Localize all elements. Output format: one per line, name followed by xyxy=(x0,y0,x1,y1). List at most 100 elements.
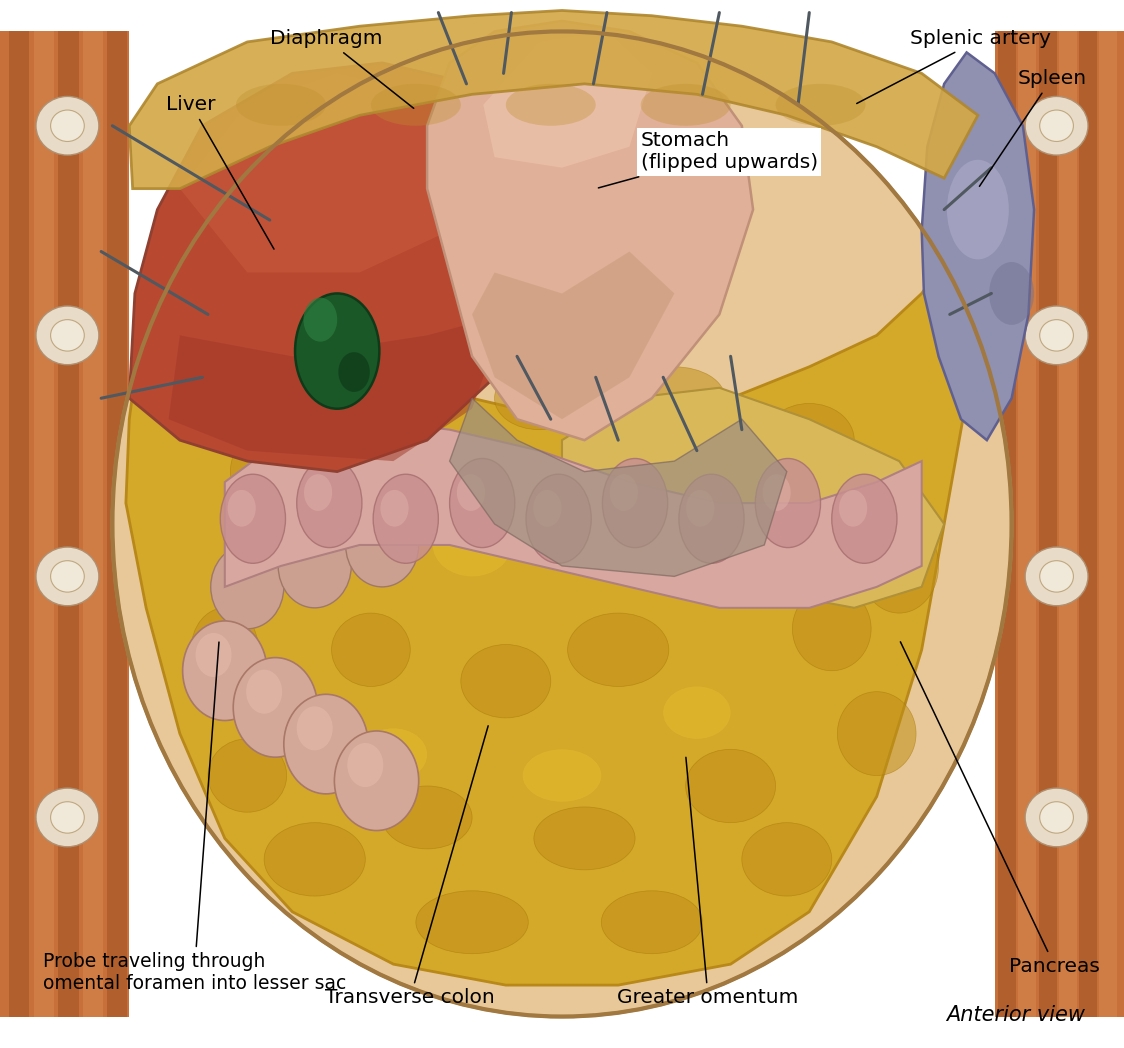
Ellipse shape xyxy=(679,474,744,564)
Ellipse shape xyxy=(523,749,601,802)
Ellipse shape xyxy=(297,459,362,547)
Ellipse shape xyxy=(832,474,897,564)
Polygon shape xyxy=(129,63,540,472)
Circle shape xyxy=(51,561,84,592)
Ellipse shape xyxy=(663,686,731,739)
Ellipse shape xyxy=(601,891,702,954)
Ellipse shape xyxy=(602,459,668,547)
Ellipse shape xyxy=(416,891,528,954)
Ellipse shape xyxy=(208,739,287,812)
Ellipse shape xyxy=(236,84,326,126)
Text: Greater omentum: Greater omentum xyxy=(617,758,799,1007)
Ellipse shape xyxy=(246,670,282,714)
Circle shape xyxy=(36,96,99,155)
Ellipse shape xyxy=(641,84,731,126)
Bar xyxy=(0,31,129,1017)
Bar xyxy=(34,31,54,1017)
Ellipse shape xyxy=(792,587,871,671)
Bar xyxy=(1079,31,1097,1017)
Ellipse shape xyxy=(220,474,285,564)
Ellipse shape xyxy=(264,823,365,896)
Ellipse shape xyxy=(837,692,916,776)
Polygon shape xyxy=(180,73,483,272)
Ellipse shape xyxy=(946,159,1009,259)
Ellipse shape xyxy=(303,298,337,342)
Bar xyxy=(58,31,79,1017)
Text: Probe traveling through
omental foramen into lesser sac: Probe traveling through omental foramen … xyxy=(43,642,346,994)
Ellipse shape xyxy=(686,749,776,823)
Ellipse shape xyxy=(495,367,584,430)
Ellipse shape xyxy=(860,519,939,613)
Ellipse shape xyxy=(764,403,854,477)
Text: Anterior view: Anterior view xyxy=(945,1005,1085,1025)
Text: Diaphragm: Diaphragm xyxy=(270,29,414,108)
Ellipse shape xyxy=(686,489,714,526)
Ellipse shape xyxy=(380,489,409,526)
Ellipse shape xyxy=(211,545,283,629)
Text: Stomach
(flipped upwards): Stomach (flipped upwards) xyxy=(598,131,818,188)
Ellipse shape xyxy=(279,524,351,608)
Text: Splenic artery: Splenic artery xyxy=(856,29,1051,104)
Ellipse shape xyxy=(365,367,444,430)
Circle shape xyxy=(1040,561,1073,592)
Text: Liver: Liver xyxy=(166,95,274,249)
Ellipse shape xyxy=(294,293,379,409)
Bar xyxy=(9,31,29,1017)
Ellipse shape xyxy=(112,31,1012,1017)
Circle shape xyxy=(36,306,99,365)
Polygon shape xyxy=(129,10,978,189)
Bar xyxy=(83,31,103,1017)
Ellipse shape xyxy=(230,430,309,514)
Polygon shape xyxy=(225,419,922,608)
Ellipse shape xyxy=(568,613,669,686)
Ellipse shape xyxy=(284,695,369,794)
Ellipse shape xyxy=(506,84,596,126)
Circle shape xyxy=(51,320,84,351)
Ellipse shape xyxy=(191,608,259,692)
Circle shape xyxy=(36,547,99,606)
Ellipse shape xyxy=(335,732,418,830)
Circle shape xyxy=(1025,96,1088,155)
Text: Pancreas: Pancreas xyxy=(900,641,1100,976)
Polygon shape xyxy=(169,314,506,461)
Ellipse shape xyxy=(182,620,268,721)
Ellipse shape xyxy=(776,84,865,126)
Ellipse shape xyxy=(534,807,635,870)
Circle shape xyxy=(1040,802,1073,833)
Ellipse shape xyxy=(839,489,867,526)
Circle shape xyxy=(36,788,99,847)
Ellipse shape xyxy=(227,489,256,526)
Polygon shape xyxy=(427,21,753,440)
Ellipse shape xyxy=(373,474,438,564)
Circle shape xyxy=(51,802,84,833)
Ellipse shape xyxy=(450,459,515,547)
Bar xyxy=(1099,31,1117,1017)
Ellipse shape xyxy=(610,474,638,511)
Text: Spleen: Spleen xyxy=(979,69,1086,187)
Ellipse shape xyxy=(303,474,333,511)
Ellipse shape xyxy=(526,474,591,564)
Polygon shape xyxy=(922,52,1034,440)
Circle shape xyxy=(1025,306,1088,365)
Ellipse shape xyxy=(297,706,333,750)
Ellipse shape xyxy=(382,786,472,849)
Polygon shape xyxy=(126,189,978,985)
Circle shape xyxy=(1040,110,1073,141)
Ellipse shape xyxy=(624,367,725,430)
Ellipse shape xyxy=(456,474,486,511)
Polygon shape xyxy=(562,388,944,608)
Ellipse shape xyxy=(763,474,791,511)
Text: Transverse colon: Transverse colon xyxy=(325,726,496,1007)
Polygon shape xyxy=(450,398,787,576)
Circle shape xyxy=(1040,320,1073,351)
Bar xyxy=(1059,31,1077,1017)
Bar xyxy=(1039,31,1057,1017)
Polygon shape xyxy=(483,31,652,168)
Bar xyxy=(107,31,127,1017)
Ellipse shape xyxy=(461,645,551,718)
Ellipse shape xyxy=(338,352,370,392)
Ellipse shape xyxy=(371,84,461,126)
Bar xyxy=(995,31,1124,1017)
Ellipse shape xyxy=(755,459,821,547)
Ellipse shape xyxy=(742,823,832,896)
